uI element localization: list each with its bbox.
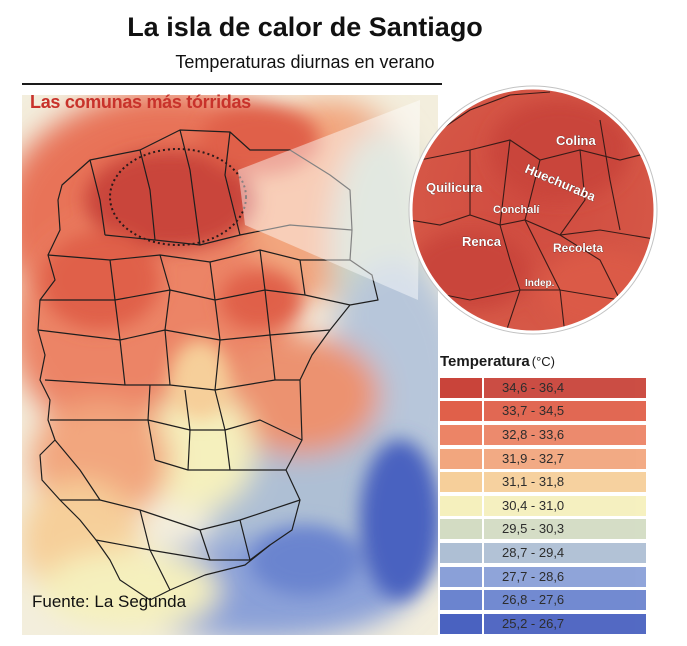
legend-swatch <box>440 519 482 540</box>
legend-range-label: 31,1 - 31,8 <box>484 472 646 493</box>
legend-range-label: 30,4 - 31,0 <box>484 495 646 516</box>
legend-row: 31,1 - 31,8 <box>440 470 670 494</box>
legend-range-label: 26,8 - 27,6 <box>484 590 646 611</box>
legend-swatch <box>440 424 482 445</box>
legend-row: 34,6 - 36,4 <box>440 376 670 400</box>
legend-swatch <box>440 542 482 563</box>
legend-range-label: 29,5 - 30,3 <box>484 519 646 540</box>
legend-unit: (°C) <box>531 354 556 369</box>
legend-range-label: 27,7 - 28,6 <box>484 566 646 587</box>
inset-label-quilicura: Quilicura <box>426 180 483 195</box>
legend-range-label: 28,7 - 29,4 <box>484 542 646 563</box>
legend-swatch <box>440 472 482 493</box>
chart-subtitle: Temperaturas diurnas en verano <box>175 52 435 72</box>
legend: Temperatura (°C) 34,6 - 36,4 33,7 - 34,5 32… <box>440 353 670 636</box>
legend-range-label: 33,7 - 34,5 <box>484 401 646 422</box>
source-note: Fuente: La Segunda <box>32 592 187 611</box>
legend-swatch <box>440 495 482 516</box>
map-heading: Las comunas más tórridas <box>30 92 251 112</box>
legend-row: 30,4 - 31,0 <box>440 494 670 518</box>
temperature-surface <box>22 95 438 635</box>
legend-swatch <box>440 590 482 611</box>
legend-row: 29,5 - 30,3 <box>440 518 670 542</box>
title-divider <box>22 83 442 85</box>
inset-label-colina: Colina <box>556 133 596 148</box>
legend-row: 32,8 - 33,6 <box>440 423 670 447</box>
legend-swatch <box>440 566 482 587</box>
legend-swatch <box>440 613 482 634</box>
legend-row: 28,7 - 29,4 <box>440 541 670 565</box>
legend-row: 33,7 - 34,5 <box>440 400 670 424</box>
chart-title: La isla de calor de Santiago <box>127 12 483 42</box>
legend-items: 34,6 - 36,4 33,7 - 34,5 32,8 - 33,6 31,9 - … <box>440 376 670 636</box>
inset-zoom: Colina Quilicura Huechuraba Conchalí Ren… <box>408 85 658 335</box>
legend-row: 27,7 - 28,6 <box>440 565 670 589</box>
inset-label-renca: Renca <box>462 234 502 249</box>
legend-range-label: 25,2 - 26,7 <box>484 613 646 634</box>
inset-label-recoleta: Recoleta <box>553 241 603 255</box>
inset-connector <box>238 100 420 300</box>
legend-range-label: 34,6 - 36,4 <box>484 377 646 398</box>
legend-range-label: 32,8 - 33,6 <box>484 424 646 445</box>
legend-row: 26,8 - 27,6 <box>440 588 670 612</box>
inset-label-conchali: Conchalí <box>493 204 540 216</box>
inset-label-indep: Indep. <box>525 278 555 289</box>
legend-title: Temperatura (°C) <box>440 353 556 370</box>
highlight-ellipse <box>109 148 247 246</box>
legend-swatch <box>440 448 482 469</box>
legend-swatch <box>440 401 482 422</box>
legend-swatch <box>440 377 482 398</box>
legend-range-label: 31,9 - 32,7 <box>484 448 646 469</box>
legend-row: 31,9 - 32,7 <box>440 447 670 471</box>
legend-row: 25,2 - 26,7 <box>440 612 670 636</box>
comuna-boundaries <box>37 129 379 601</box>
